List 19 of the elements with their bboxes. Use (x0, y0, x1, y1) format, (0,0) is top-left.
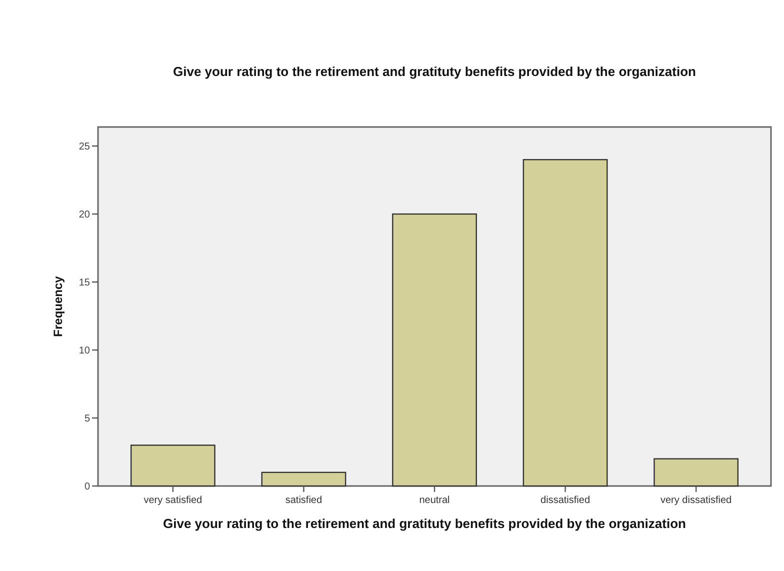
y-tick-label: 25 (78, 142, 90, 153)
x-tick-label: dissatisfied (540, 495, 590, 506)
x-axis-title: Give your rating to the retirement and gratituty benefits provided by the organization (163, 516, 686, 531)
y-tick-label: 10 (78, 346, 90, 357)
y-tick-label: 20 (78, 210, 90, 221)
x-tick-label: neutral (419, 495, 450, 506)
y-tick-label: 5 (84, 414, 90, 425)
y-tick-label: 15 (78, 278, 90, 289)
x-tick-label: satisfied (285, 495, 322, 506)
bar (522, 159, 608, 487)
x-tick-label: very satisfied (144, 495, 202, 506)
bar (654, 458, 739, 487)
bar (392, 213, 477, 487)
x-tick-label: very dissatisfied (660, 495, 732, 506)
y-tick-label: 0 (84, 482, 90, 492)
chart-title: Give your rating to the retirement and gratituty benefits provided by the organization (173, 64, 696, 79)
bar (261, 472, 346, 487)
bar (130, 444, 216, 487)
y-axis-title: Frequency (51, 276, 65, 337)
